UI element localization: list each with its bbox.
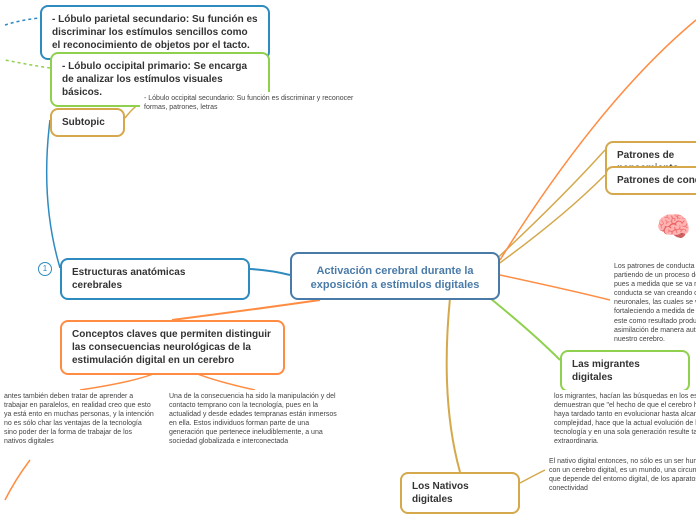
node-conceptos[interactable]: Conceptos claves que permiten distinguir…	[60, 320, 285, 375]
node-migrantes_text: antes también deben tratar de aprender a…	[0, 390, 160, 449]
node-badge: 1	[38, 262, 52, 276]
node-migrantes[interactable]: Las migrantes digitales	[560, 350, 690, 392]
node-patrones_conducta[interactable]: Patrones de conducta	[605, 166, 696, 195]
node-patrones_text: Los patrones de conducta se forman parti…	[610, 260, 696, 346]
node-nativos[interactable]: Los Nativos digitales	[400, 472, 520, 514]
brain-icon: 🧠	[656, 210, 691, 243]
node-consecuencia_text: Una de la consecuencia ha sido la manipu…	[165, 390, 345, 449]
node-estructuras[interactable]: Estructuras anatómicas cerebrales	[60, 258, 250, 300]
node-migrantes_desc: los migrantes, hacían las búsquedas en l…	[550, 390, 696, 449]
central-node[interactable]: Activación cerebral durante la exposició…	[290, 252, 500, 300]
node-occipital_secundario: - Lóbulo occipital secundario: Su funció…	[140, 92, 380, 114]
node-nativos_desc: El nativo digital entonces, no sólo es u…	[545, 455, 696, 495]
node-subtopic[interactable]: Subtopic	[50, 108, 125, 137]
